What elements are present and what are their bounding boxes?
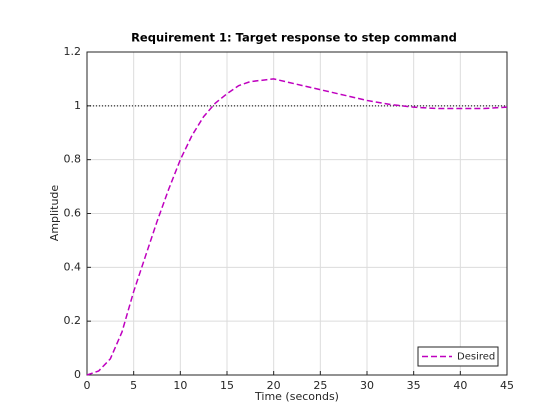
x-tick-label: 40 bbox=[453, 379, 467, 392]
x-tick-label: 0 bbox=[84, 379, 91, 392]
x-tick-label: 5 bbox=[130, 379, 137, 392]
x-tick-label: 10 bbox=[173, 379, 187, 392]
legend-label: Desired bbox=[457, 352, 495, 363]
x-tick-label: 45 bbox=[500, 379, 514, 392]
data-line bbox=[86, 78, 508, 376]
y-tick-label: 1 bbox=[74, 99, 81, 112]
y-tick-label: 0.6 bbox=[64, 207, 82, 220]
x-axis-label: Time (seconds) bbox=[254, 390, 339, 403]
y-tick-label: 0 bbox=[74, 368, 81, 381]
x-tick-label: 20 bbox=[267, 379, 281, 392]
x-tick-label: 30 bbox=[360, 379, 374, 392]
y-tick-label: 0.4 bbox=[64, 260, 82, 273]
y-axis-label: Amplitude bbox=[48, 185, 61, 242]
chart-title: Requirement 1: Target response to step c… bbox=[131, 31, 457, 45]
x-tick-label: 25 bbox=[313, 379, 327, 392]
y-tick-label: 0.8 bbox=[64, 153, 82, 166]
x-tick-label: 35 bbox=[407, 379, 421, 392]
y-tick-label: 1.2 bbox=[64, 45, 82, 58]
y-tick-label: 0.2 bbox=[64, 314, 82, 327]
axes-box bbox=[86, 51, 508, 376]
x-tick-label: 15 bbox=[220, 379, 234, 392]
legend-box bbox=[417, 346, 499, 367]
